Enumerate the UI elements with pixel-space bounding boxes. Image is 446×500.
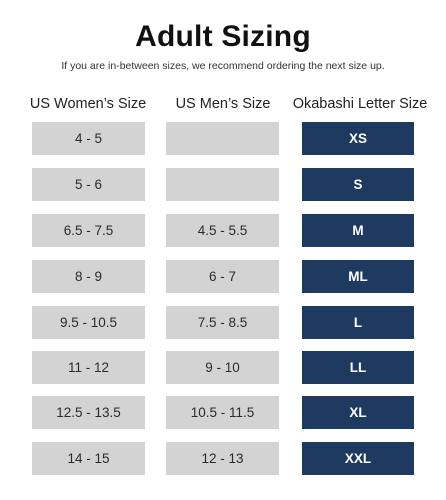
letter-size-cell: M — [302, 214, 414, 247]
letter-size-cell: XL — [302, 396, 414, 429]
column-header-letter-size: Okabashi Letter Size — [292, 96, 428, 112]
page-title: Adult Sizing — [135, 20, 311, 53]
women-size-cell: 8 - 9 — [32, 260, 145, 293]
women-size-cell: 9.5 - 10.5 — [32, 306, 145, 339]
column-header-us-men: US Men’s Size — [175, 96, 271, 112]
men-size-cell: 9 - 10 — [166, 351, 279, 384]
men-size-cell: 7.5 - 8.5 — [166, 306, 279, 339]
women-size-cell: 5 - 6 — [32, 168, 145, 201]
women-size-cell: 14 - 15 — [32, 442, 145, 475]
page-subtitle: If you are in-between sizes, we recommen… — [61, 60, 385, 72]
men-size-cell — [166, 122, 279, 155]
women-size-cell: 12.5 - 13.5 — [32, 396, 145, 429]
men-size-cell: 6 - 7 — [166, 260, 279, 293]
women-size-cell: 6.5 - 7.5 — [32, 214, 145, 247]
table-row: 4 - 5 XS — [0, 122, 446, 155]
table-row: 11 - 12 9 - 10 LL — [0, 351, 446, 384]
letter-size-cell: ML — [302, 260, 414, 293]
letter-size-cell: LL — [302, 351, 414, 384]
table-row: 14 - 15 12 - 13 XXL — [0, 442, 446, 475]
men-size-cell: 10.5 - 11.5 — [166, 396, 279, 429]
men-size-cell — [166, 168, 279, 201]
table-row: 12.5 - 13.5 10.5 - 11.5 XL — [0, 396, 446, 429]
letter-size-cell: S — [302, 168, 414, 201]
women-size-cell: 4 - 5 — [32, 122, 145, 155]
table-row: 9.5 - 10.5 7.5 - 8.5 L — [0, 306, 446, 339]
table-row: 8 - 9 6 - 7 ML — [0, 260, 446, 293]
men-size-cell: 12 - 13 — [166, 442, 279, 475]
women-size-cell: 11 - 12 — [32, 351, 145, 384]
letter-size-cell: L — [302, 306, 414, 339]
table-row: 5 - 6 S — [0, 168, 446, 201]
column-header-us-women: US Women’s Size — [29, 96, 147, 112]
men-size-cell: 4.5 - 5.5 — [166, 214, 279, 247]
letter-size-cell: XS — [302, 122, 414, 155]
letter-size-cell: XXL — [302, 442, 414, 475]
table-row: 6.5 - 7.5 4.5 - 5.5 M — [0, 214, 446, 247]
